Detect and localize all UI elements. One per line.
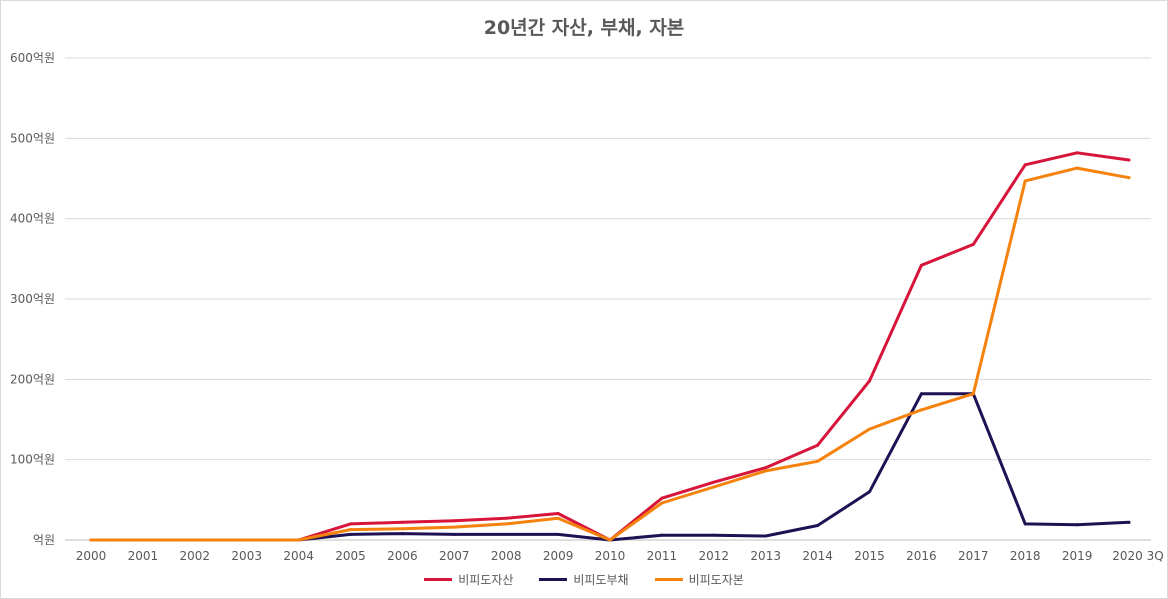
x-tick-label: 2005 — [335, 549, 366, 563]
data-point — [297, 538, 301, 542]
data-point — [971, 392, 975, 396]
data-point — [400, 520, 404, 524]
data-point — [660, 533, 664, 537]
data-point — [1075, 151, 1079, 155]
series-line-3 — [89, 166, 1131, 542]
data-point — [556, 516, 560, 520]
data-point — [452, 532, 456, 536]
data-point — [712, 485, 716, 489]
data-point — [245, 538, 249, 542]
data-point — [193, 538, 197, 542]
data-point — [1023, 179, 1027, 183]
x-tick-label: 2012 — [699, 549, 730, 563]
data-point — [504, 522, 508, 526]
data-point — [1023, 163, 1027, 167]
x-tick-label: 2008 — [491, 549, 522, 563]
legend-label: 비피도자본 — [688, 573, 744, 587]
data-point — [816, 459, 820, 463]
data-point — [452, 525, 456, 529]
x-tick-label: 2009 — [543, 549, 574, 563]
data-point — [660, 496, 664, 500]
chart-title: 20년간 자산, 부채, 자본 — [483, 17, 685, 39]
y-tick-label: 억원 — [33, 533, 55, 547]
y-tick-label: 100억원 — [10, 453, 55, 467]
data-point — [816, 524, 820, 528]
data-point — [1075, 166, 1079, 170]
y-tick-label: 400억원 — [10, 212, 55, 226]
legend-item-2: 비피도부채 — [539, 571, 629, 588]
y-tick-label: 600억원 — [10, 51, 55, 65]
chart-legend: 비피도자산 비피도부채 비피도자본 — [1, 571, 1167, 588]
data-point — [1127, 176, 1131, 180]
y-tick-label: 500억원 — [10, 131, 55, 145]
x-tick-label: 2020 3Q — [1112, 549, 1163, 563]
data-point — [868, 427, 871, 431]
data-point — [919, 408, 923, 412]
x-tick-label: 2000 — [76, 549, 107, 563]
data-point — [400, 527, 404, 531]
x-tick-label: 2010 — [595, 549, 626, 563]
data-point — [1075, 523, 1079, 527]
legend-label: 비피도부채 — [573, 573, 629, 587]
data-point — [504, 516, 508, 520]
data-point — [349, 532, 352, 536]
data-point — [971, 242, 975, 246]
data-point — [556, 511, 560, 515]
x-tick-label: 2003 — [231, 549, 262, 563]
series-line-2 — [89, 392, 1131, 542]
data-point — [712, 480, 716, 484]
data-point — [660, 501, 664, 505]
data-point — [556, 532, 560, 536]
data-point — [349, 528, 352, 532]
y-tick-label: 300억원 — [10, 292, 55, 306]
x-tick-label: 2006 — [387, 549, 418, 563]
data-point — [504, 532, 508, 536]
data-point — [816, 443, 820, 447]
data-point — [764, 469, 768, 473]
legend-item-1: 비피도자산 — [424, 571, 513, 588]
series-line-1 — [89, 151, 1131, 542]
x-tick-label: 2016 — [906, 549, 937, 563]
data-point — [868, 490, 871, 494]
x-tick-label: 2014 — [802, 549, 833, 563]
data-point — [1023, 522, 1027, 526]
legend-item-3: 비피도자본 — [654, 571, 744, 588]
data-point — [89, 538, 93, 542]
data-point — [1127, 520, 1131, 524]
x-tick-label: 2011 — [647, 549, 678, 563]
x-tick-label: 2001 — [128, 549, 159, 563]
legend-swatch — [539, 578, 568, 581]
x-tick-label: 2018 — [1010, 549, 1041, 563]
legend-swatch — [424, 578, 453, 581]
data-point — [349, 522, 352, 526]
data-point — [764, 466, 768, 470]
x-tick-label: 2004 — [283, 549, 314, 563]
data-point — [919, 263, 923, 267]
data-point — [400, 532, 404, 536]
x-tick-label: 2007 — [439, 549, 470, 563]
legend-label: 비피도자산 — [458, 573, 514, 587]
legend-swatch — [654, 578, 683, 581]
x-tick-label: 2002 — [180, 549, 211, 563]
x-tick-label: 2017 — [958, 549, 989, 563]
data-point — [919, 392, 923, 396]
data-point — [712, 533, 716, 537]
data-point — [608, 538, 612, 542]
x-tick-label: 2019 — [1062, 549, 1093, 563]
data-point — [452, 519, 456, 523]
data-point — [1127, 158, 1131, 162]
data-point — [868, 379, 871, 383]
x-tick-label: 2013 — [750, 549, 781, 563]
y-tick-label: 200억원 — [10, 372, 55, 386]
data-point — [764, 534, 768, 538]
x-tick-label: 2015 — [854, 549, 885, 563]
data-point — [141, 538, 145, 542]
